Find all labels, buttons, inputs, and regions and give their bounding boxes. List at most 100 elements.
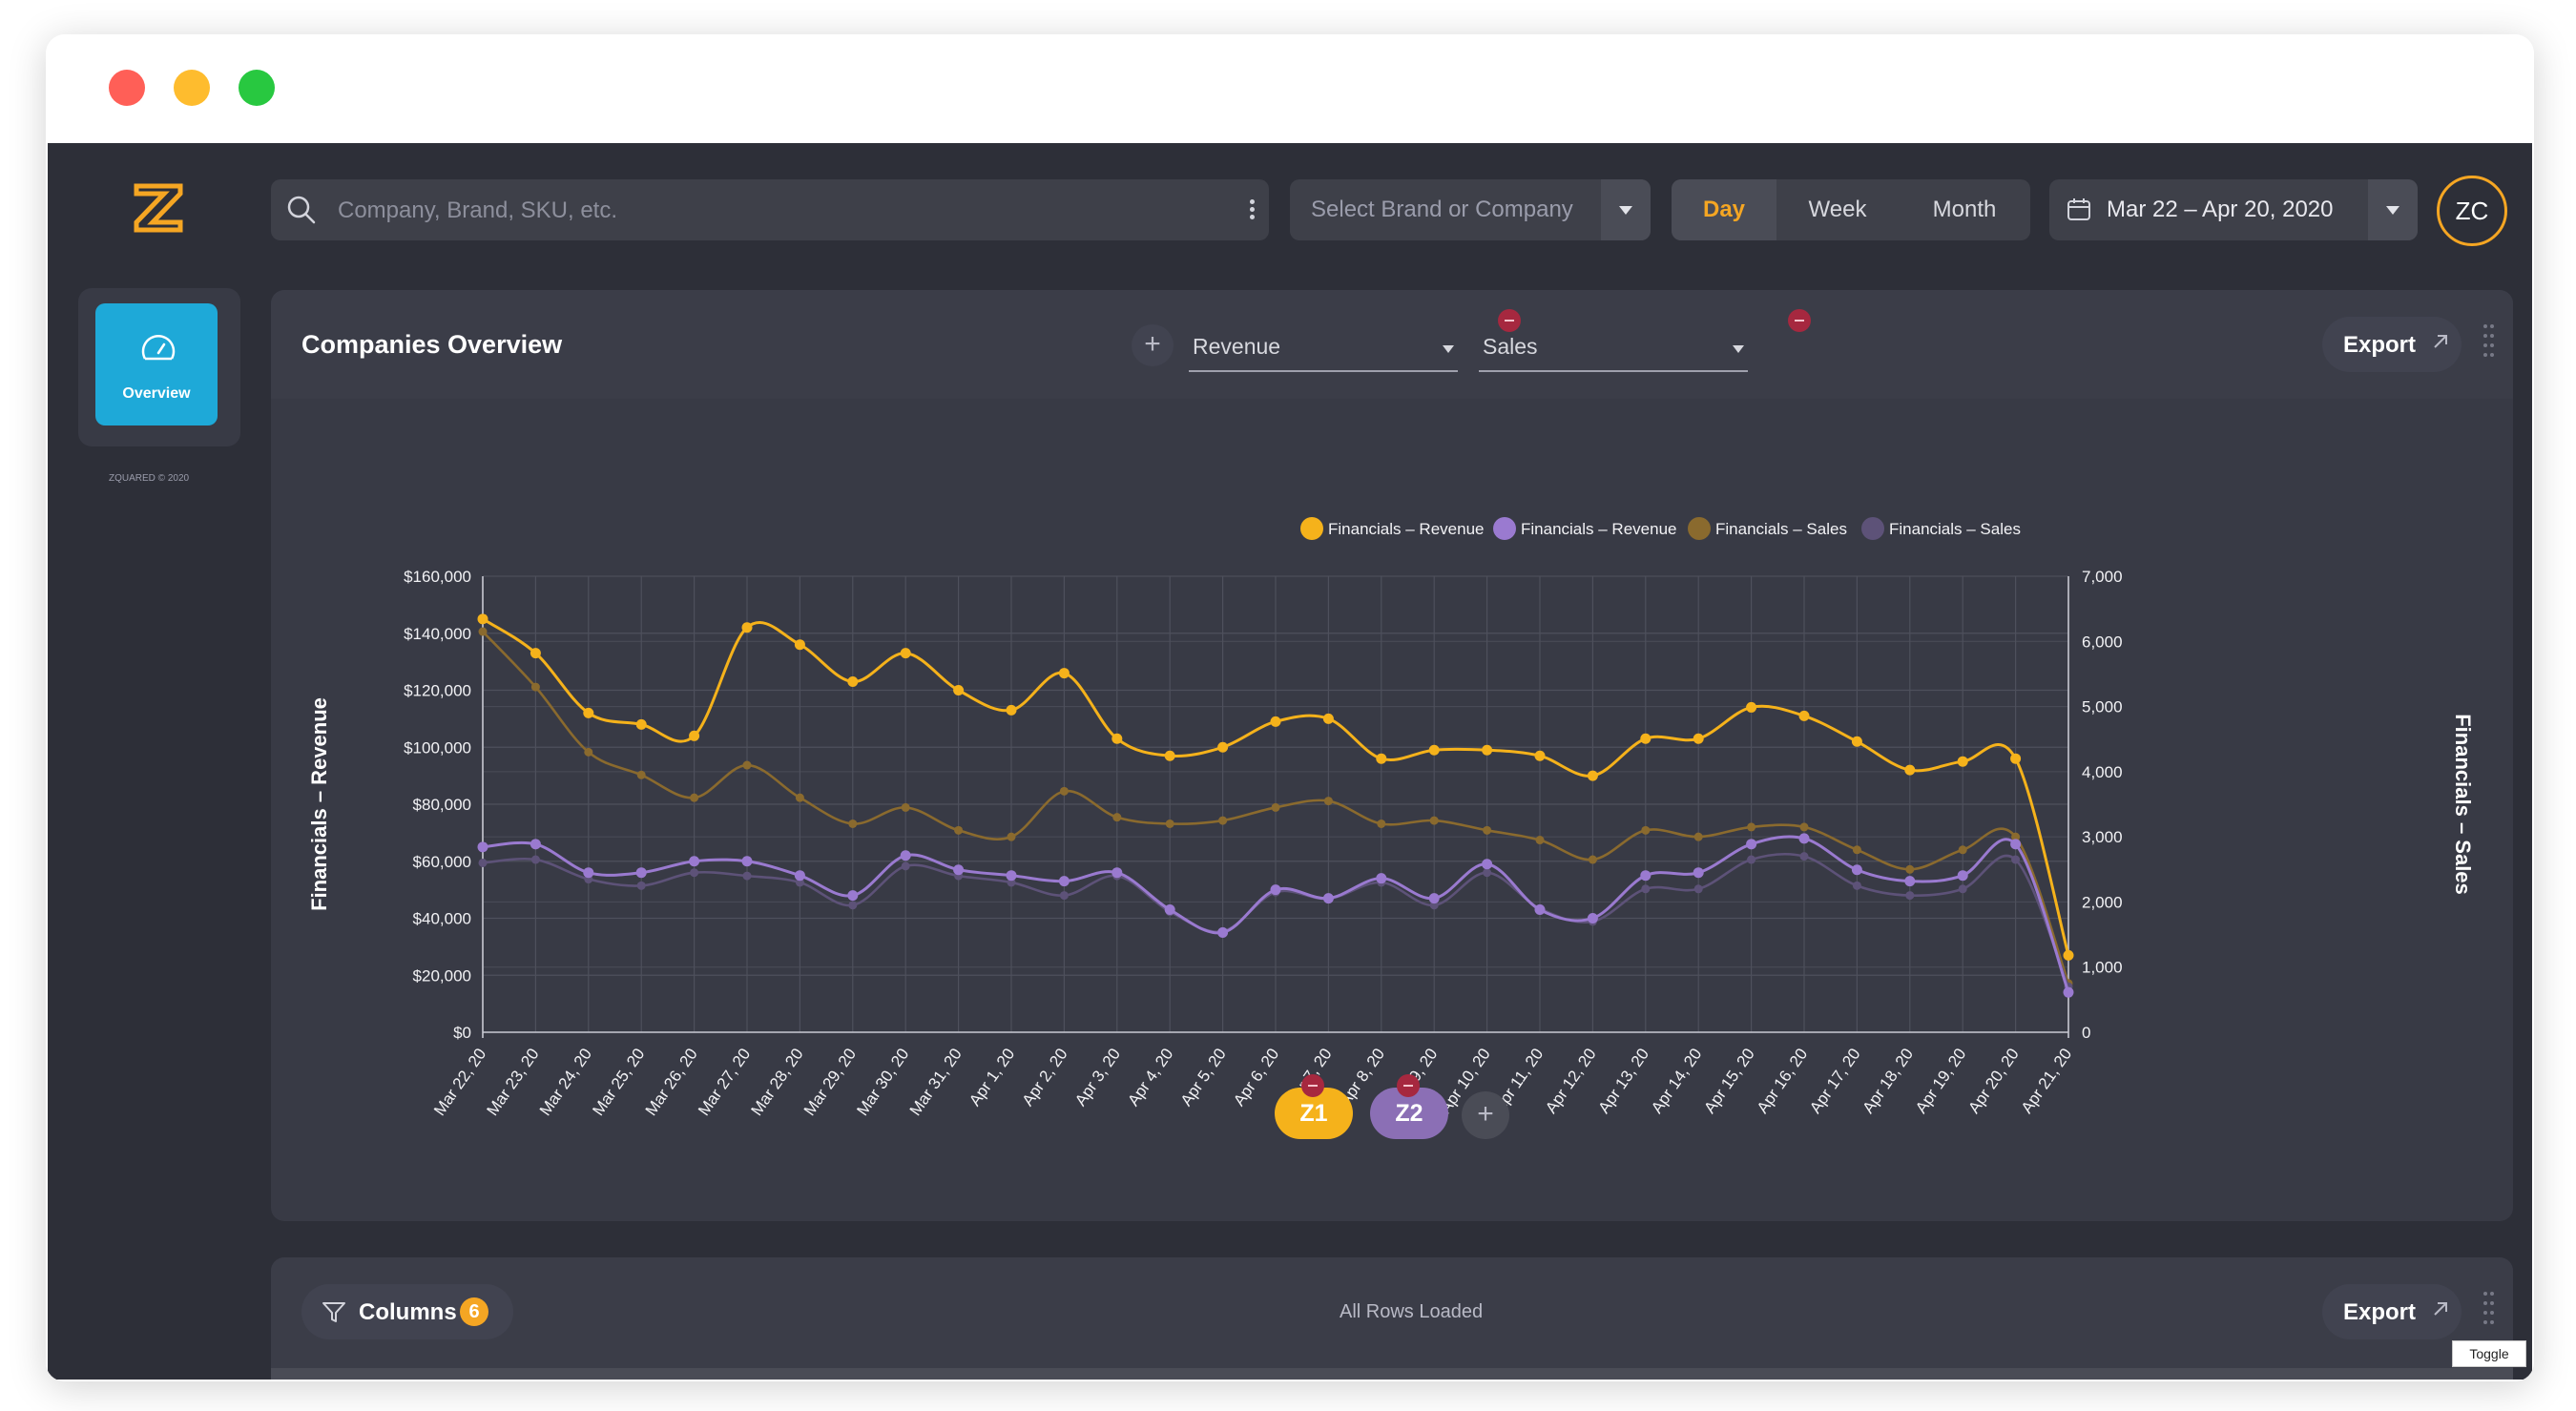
filter-funnel-icon <box>322 1302 345 1322</box>
legend-label: Financials – Sales <box>1715 520 1847 538</box>
series-line <box>482 835 2070 993</box>
data-point <box>1747 822 1756 832</box>
minimize-window-button[interactable] <box>174 70 210 106</box>
x-tick-label: Apr 16, 20 <box>1754 1045 1812 1116</box>
data-point <box>1058 876 1070 887</box>
x-tick-label: Mar 31, 20 <box>906 1045 966 1118</box>
table-header-strip <box>271 1368 2513 1380</box>
data-point <box>1482 859 1493 870</box>
y-tick-label-left: $100,000 <box>404 738 471 757</box>
date-range-dropdown-button[interactable] <box>2368 179 2418 240</box>
data-point <box>478 858 488 867</box>
table-panel: Columns 6 All Rows Loaded Export <box>271 1257 2513 1380</box>
search-options-kebab-icon[interactable] <box>1248 197 1256 225</box>
data-point <box>848 901 858 910</box>
metric-label: Revenue <box>1193 334 1281 359</box>
table-export-button[interactable]: Export <box>2322 1284 2462 1339</box>
data-point <box>1111 733 1123 744</box>
brand-select-dropdown-button[interactable] <box>1601 179 1651 240</box>
data-point <box>1006 704 1017 716</box>
metric-select-revenue[interactable]: Revenue <box>1189 328 1458 372</box>
data-point <box>1059 891 1069 901</box>
data-point <box>1640 733 1652 744</box>
data-point <box>953 685 965 695</box>
brand-company-select[interactable]: Select Brand or Company <box>1290 179 1651 240</box>
add-metric-button[interactable]: + <box>1132 324 1174 366</box>
y-tick-label-right: 2,000 <box>2082 893 2123 911</box>
remove-metric-revenue-button[interactable] <box>1498 309 1521 332</box>
user-avatar[interactable]: ZC <box>2437 176 2507 246</box>
sidebar-item-overview[interactable]: Overview <box>95 303 218 425</box>
calendar-icon <box>2067 198 2090 220</box>
drag-handle-icon[interactable] <box>2483 324 2496 366</box>
data-point <box>1270 716 1281 727</box>
data-point <box>1588 855 1597 864</box>
export-label: Export <box>2343 1299 2417 1325</box>
copyright-text: ZQUARED © 2020 <box>109 473 190 484</box>
drag-handle-icon[interactable] <box>2483 1292 2496 1334</box>
speedometer-icon <box>141 335 176 361</box>
data-point <box>530 839 541 850</box>
x-tick-label: Mar 26, 20 <box>642 1045 701 1118</box>
close-window-button[interactable] <box>109 70 145 106</box>
external-arrow-icon <box>2434 335 2447 348</box>
data-point <box>1746 839 1757 850</box>
data-point <box>1483 825 1492 835</box>
y-axis-title-right: Financials – Sales <box>2451 714 2475 895</box>
x-tick-label: Mar 22, 20 <box>430 1045 489 1118</box>
remove-metric-sales-button[interactable] <box>1788 309 1811 332</box>
data-point <box>741 856 753 867</box>
period-option-week[interactable]: Week <box>1808 197 1867 222</box>
data-point <box>1904 764 1916 776</box>
date-range-picker[interactable]: Mar 22 – Apr 20, 2020 <box>2049 179 2418 240</box>
data-point <box>477 613 488 625</box>
companies-overview-panel: Companies Overview + Revenue Sales Expor… <box>271 290 2513 1221</box>
data-point <box>1165 819 1174 828</box>
data-point <box>1007 832 1016 841</box>
export-button[interactable]: Export <box>2322 317 2462 372</box>
data-point <box>2010 839 2022 850</box>
remove-group-z2-button[interactable] <box>1397 1074 1420 1097</box>
export-label: Export <box>2343 332 2417 358</box>
y-tick-label-right: 4,000 <box>2082 763 2123 781</box>
data-point <box>795 793 804 802</box>
metric-select-sales[interactable]: Sales <box>1479 328 1748 372</box>
period-option-day[interactable]: Day <box>1672 179 1776 240</box>
data-point <box>1958 845 1967 855</box>
zquared-logo-icon[interactable] <box>134 183 183 233</box>
data-point <box>2063 949 2074 961</box>
x-tick-label: Apr 17, 20 <box>1806 1045 1864 1116</box>
data-point <box>901 861 910 871</box>
data-point <box>1164 904 1175 916</box>
y-axis-title-left: Financials – Revenue <box>307 697 331 911</box>
maximize-window-button[interactable] <box>239 70 275 106</box>
data-point <box>901 802 910 812</box>
x-tick-label: Mar 29, 20 <box>800 1045 860 1118</box>
data-point <box>742 871 752 881</box>
data-point <box>953 864 965 876</box>
search-input[interactable] <box>336 193 1198 229</box>
sidebar-item-label: Overview <box>122 385 191 402</box>
data-point <box>1059 786 1069 796</box>
data-point <box>1587 913 1598 923</box>
toggle-button[interactable]: Toggle <box>2452 1340 2526 1367</box>
data-point <box>1376 753 1387 764</box>
columns-button[interactable]: Columns 6 <box>301 1284 513 1339</box>
data-point <box>477 841 488 853</box>
search-bar[interactable] <box>271 179 1269 240</box>
add-group-button[interactable]: + <box>1462 1091 1509 1139</box>
data-point <box>1798 833 1810 844</box>
data-point <box>900 648 911 659</box>
remove-group-z1-button[interactable] <box>1301 1074 1324 1097</box>
x-tick-label: Mar 23, 20 <box>484 1045 543 1118</box>
x-tick-label: Apr 3, 20 <box>1071 1045 1124 1109</box>
y-tick-label-right: 1,000 <box>2082 959 2123 977</box>
data-point <box>1851 864 1862 876</box>
group-pill-z1[interactable]: Z1 <box>1275 1088 1353 1139</box>
x-tick-label: Apr 4, 20 <box>1124 1045 1176 1109</box>
data-point <box>1376 873 1387 884</box>
data-point <box>1270 884 1281 896</box>
data-point <box>848 819 858 828</box>
data-point <box>1428 744 1440 756</box>
period-option-month[interactable]: Month <box>1932 197 1997 222</box>
